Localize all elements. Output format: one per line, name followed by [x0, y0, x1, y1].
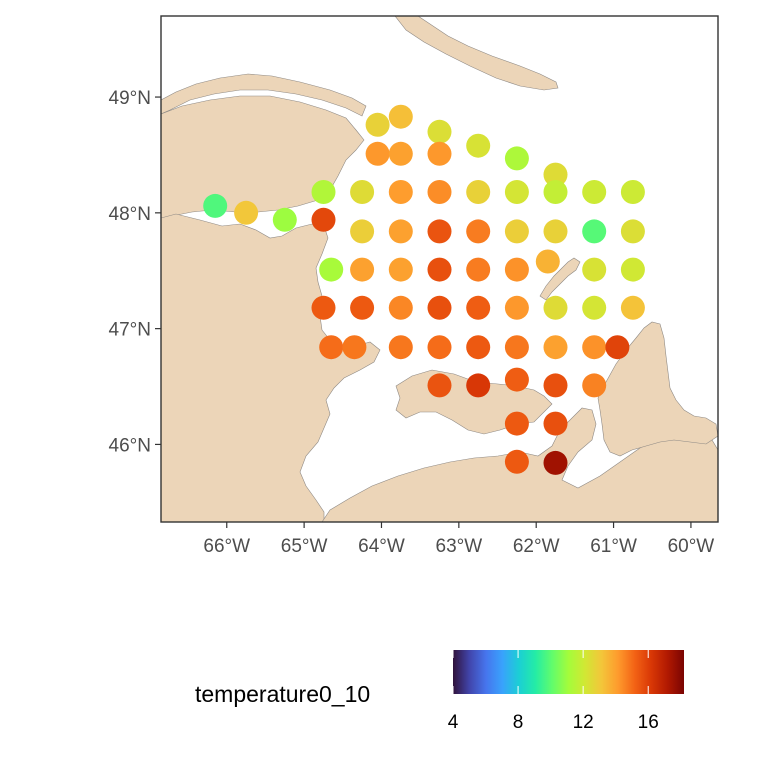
sample-point — [350, 295, 375, 320]
x-tick-label: 61°W — [590, 536, 637, 557]
sample-point — [466, 373, 491, 398]
sample-point — [427, 180, 452, 204]
sample-point — [582, 219, 607, 244]
sample-point — [543, 373, 568, 398]
sample-point — [388, 257, 413, 282]
sample-point — [620, 295, 645, 320]
x-axis: 66°W 65°W 64°W 63°W 62°W 61°W 60°W — [203, 522, 714, 557]
sample-point — [504, 335, 529, 360]
legend-tick-label: 8 — [513, 712, 524, 733]
legend: temperature0_10 4 8 12 16 — [195, 650, 684, 733]
sample-point — [427, 219, 452, 244]
sample-point — [582, 257, 607, 282]
sample-point — [504, 257, 529, 282]
sample-point — [504, 411, 529, 436]
land-north-shore — [161, 73, 367, 117]
legend-colorbar — [453, 650, 684, 694]
sample-point — [620, 219, 645, 244]
sample-point — [582, 295, 607, 320]
land-cape-breton-island — [597, 321, 718, 457]
sample-point — [388, 104, 413, 129]
sample-point — [466, 257, 491, 282]
sample-point — [504, 219, 529, 244]
sample-point — [620, 180, 645, 204]
x-tick-label: 64°W — [358, 536, 405, 557]
sample-point — [466, 133, 491, 158]
x-tick-label: 65°W — [281, 536, 328, 557]
sample-point — [350, 257, 375, 282]
sample-point — [427, 141, 452, 166]
map-panel-border — [160, 15, 719, 523]
sample-point — [504, 295, 529, 320]
sample-point — [350, 180, 375, 204]
sample-point — [582, 335, 607, 360]
y-tick-label: 46°N — [109, 435, 151, 456]
sample-point — [543, 335, 568, 360]
sample-point — [466, 219, 491, 244]
sample-point — [504, 146, 529, 171]
sample-point — [504, 180, 529, 204]
sample-point — [319, 257, 344, 282]
sample-point — [543, 295, 568, 320]
y-tick-label: 49°N — [109, 88, 151, 109]
sample-point — [319, 335, 344, 360]
sample-point — [311, 295, 336, 320]
sample-point — [311, 207, 336, 232]
y-tick-label: 47°N — [109, 320, 151, 341]
sample-point — [388, 141, 413, 166]
sample-point — [427, 335, 452, 360]
sample-point — [272, 207, 297, 232]
legend-tick-label: 4 — [448, 712, 459, 733]
x-tick-label: 60°W — [668, 536, 715, 557]
y-tick-label: 48°N — [109, 204, 151, 225]
land-anticosti-island — [394, 16, 559, 91]
sample-point — [466, 180, 491, 204]
sample-point — [388, 335, 413, 360]
sample-point — [388, 180, 413, 204]
legend-ticks: 4 8 12 16 — [448, 650, 659, 733]
legend-title: temperature0_10 — [195, 681, 370, 707]
sample-point — [535, 249, 560, 274]
land-magdalen-islands — [539, 257, 581, 301]
sample-point — [427, 373, 452, 398]
sample-point — [311, 180, 336, 204]
sample-point — [504, 367, 529, 392]
sample-point — [365, 112, 390, 137]
sample-point — [543, 219, 568, 244]
sample-point — [543, 450, 568, 475]
sample-point — [350, 219, 375, 244]
x-tick-label: 62°W — [513, 536, 560, 557]
sample-point — [342, 335, 367, 360]
legend-tick-label: 12 — [573, 712, 594, 733]
sample-point — [388, 295, 413, 320]
sample-point — [427, 257, 452, 282]
sample-point — [543, 180, 568, 204]
sample-point — [543, 411, 568, 436]
sample-point — [427, 295, 452, 320]
sample-point — [427, 119, 452, 144]
sample-point — [234, 200, 259, 225]
legend-tick-label: 16 — [638, 712, 659, 733]
x-tick-label: 63°W — [436, 536, 483, 557]
sample-point — [543, 162, 568, 187]
sample-point — [582, 373, 607, 398]
sample-point — [504, 449, 529, 474]
sample-point — [466, 335, 491, 360]
sample-points-layer — [203, 104, 645, 475]
sample-point — [620, 257, 645, 282]
sample-point — [365, 141, 390, 166]
y-axis: 46°N 47°N 48°N 49°N — [109, 88, 161, 456]
sample-point — [605, 335, 630, 360]
sample-point — [466, 295, 491, 320]
x-tick-label: 66°W — [203, 536, 250, 557]
sample-point — [582, 180, 607, 204]
sample-point — [388, 219, 413, 244]
sample-point — [203, 193, 228, 218]
